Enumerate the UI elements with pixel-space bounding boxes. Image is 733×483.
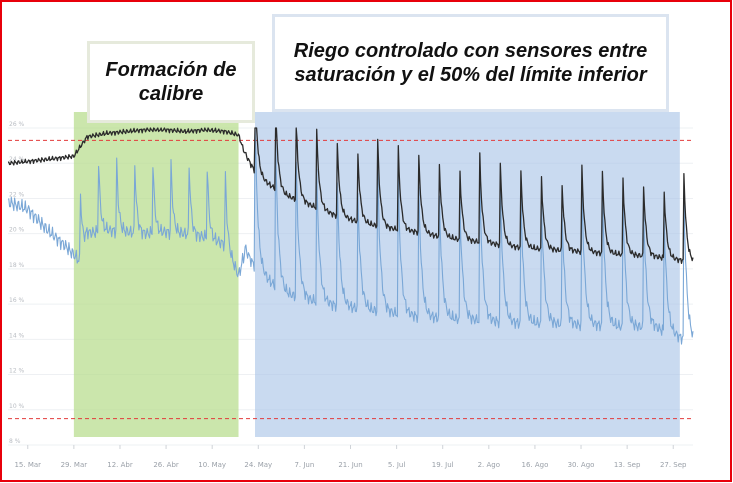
x-tick-label: 5. Jul — [388, 461, 405, 469]
x-tick-label: 13. Sep — [614, 461, 641, 469]
y-tick-label: 20 % — [9, 227, 25, 234]
callout-formacion: Formación de calibre — [87, 41, 255, 123]
series-line-blue — [7, 127, 694, 345]
x-tick-label: 27. Sep — [660, 461, 687, 469]
axes: 8 % 10 % 12 % 14 % 16 % 18 % 20 % 22 % 24 % 26 % 1… — [9, 121, 687, 469]
x-tick-label: 30. Ago — [568, 461, 595, 469]
y-tick-label: 26 % — [9, 121, 25, 128]
y-tick-label: 16 % — [9, 297, 25, 304]
region-riego — [254, 112, 680, 437]
x-tick-label: 12. Abr — [107, 461, 133, 469]
x-tick-label: 24. May — [244, 461, 272, 469]
y-tick-label: 10 % — [9, 403, 25, 410]
y-tick-label: 14 % — [9, 332, 25, 339]
callout-riego: Riego controlado con sensores entre satu… — [272, 14, 669, 112]
thresholds — [8, 139, 693, 420]
x-tick-label: 29. Mar — [61, 461, 88, 469]
x-tick-label: 15. Mar — [14, 461, 41, 469]
x-tick-label: 19. Jul — [432, 461, 454, 469]
x-tick-label: 10. May — [198, 461, 226, 469]
regions — [73, 112, 680, 437]
x-tick-label: 21. Jun — [338, 461, 362, 469]
x-tick-label: 7. Jun — [294, 461, 314, 469]
x-tick-label: 16. Ago — [521, 461, 548, 469]
y-tick-label: 22 % — [9, 191, 25, 198]
series — [7, 127, 694, 345]
callout-formacion-text: Formación de calibre — [105, 59, 237, 105]
x-tick-label: 26. Abr — [153, 461, 179, 469]
region-formacion — [73, 112, 239, 437]
callout-riego-text: Riego controlado con sensores entre satu… — [293, 40, 648, 86]
y-tick-label: 8 % — [9, 438, 21, 445]
series-line-dark — [7, 127, 694, 265]
y-tick-label: 18 % — [9, 262, 25, 269]
y-tick-label: 24 % — [9, 156, 25, 163]
y-tick-label: 12 % — [9, 368, 25, 375]
x-tick-label: 2. Ago — [478, 461, 500, 469]
